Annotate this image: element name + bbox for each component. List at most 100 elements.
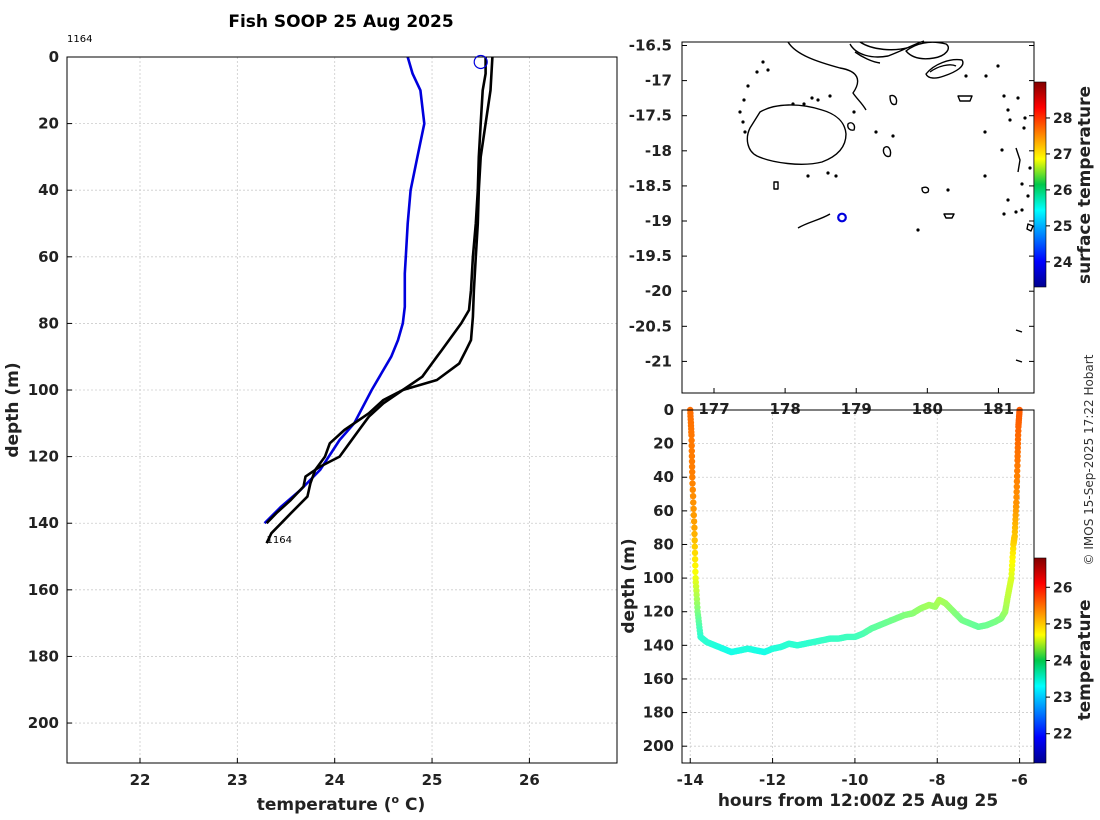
track-x-ticks: -14 -12 -10 -8 -6	[677, 758, 1028, 789]
profile-y-label: depth (m)	[3, 362, 23, 457]
track-point	[692, 568, 699, 575]
map-y-tick-label: -19.5	[629, 247, 672, 265]
track-point	[689, 480, 696, 487]
profile-y-tick-label: 100	[28, 381, 59, 399]
map-y-tick-label: -16.5	[629, 37, 672, 55]
surface-colorbar-label: surface temperature	[1075, 86, 1095, 284]
profile-y-tick-label: 160	[28, 581, 59, 599]
track-x-tick-label: -14	[677, 771, 704, 789]
track-point	[1013, 483, 1020, 490]
track-point	[691, 543, 698, 550]
profile-annotations: 1164 1164	[67, 34, 488, 546]
profile-start-marker	[473, 54, 488, 70]
map-islet	[826, 171, 830, 175]
map-islet	[1020, 208, 1024, 212]
track-x-label: hours from 12:00Z 25 Aug 25	[718, 791, 998, 811]
island-i	[957, 95, 973, 102]
map-islet	[1028, 166, 1032, 170]
map-islet	[1020, 182, 1024, 186]
profile-y-tick-label: 60	[38, 248, 59, 266]
map-x-tick-label: 179	[841, 400, 872, 418]
track-point	[688, 432, 695, 439]
profile-panel: Fish SOOP 25 Aug 2025 22 23 24 25 26 0 20 40 60…	[3, 12, 618, 815]
surface-colorbar-tick-label: 26	[1053, 183, 1072, 199]
viti-levu-island	[746, 104, 847, 165]
track-y-tick-label: 20	[653, 435, 674, 453]
map-islet	[1016, 96, 1020, 100]
temperature-colorbar-label: temperature	[1075, 599, 1095, 720]
map-islet	[1022, 126, 1026, 130]
track-point	[1013, 499, 1020, 506]
map-islet	[984, 74, 988, 78]
surface-colorbar-tick-label: 28	[1053, 111, 1072, 127]
island-e	[929, 64, 957, 73]
track-point	[688, 437, 695, 444]
map-islet	[816, 98, 820, 102]
temperature-colorbar-tick-label: 22	[1053, 727, 1072, 743]
island-l	[773, 181, 779, 190]
map-x-tick-label: 180	[912, 400, 943, 418]
track-point	[690, 511, 697, 519]
profile-y-ticks: 0 20 40 60 80 100 120 140 160 180 200	[28, 48, 72, 732]
track-point	[690, 499, 697, 506]
island-k	[847, 122, 856, 131]
track-point	[691, 549, 699, 557]
island-d	[925, 58, 964, 79]
profile-x-tick-label: 23	[227, 771, 248, 789]
koro-island	[882, 146, 892, 158]
surface-colorbar-ticks: 24 25 26 27 28	[1046, 111, 1073, 271]
map-islet	[1014, 210, 1018, 214]
map-islet	[738, 110, 742, 114]
map-islet	[891, 134, 895, 138]
map-islet	[828, 94, 832, 98]
track-x-tick-label: -6	[1011, 771, 1028, 789]
map-y-tick-label: -20	[645, 282, 672, 300]
track-point	[691, 537, 698, 544]
track-point	[688, 453, 696, 460]
profile-axes-box	[66, 56, 618, 764]
surface-colorbar-tick-label: 27	[1053, 147, 1072, 163]
map-islet	[852, 110, 856, 114]
map-islet	[742, 98, 746, 102]
map-islet	[1023, 116, 1027, 120]
island-j	[921, 186, 930, 194]
map-islet	[1002, 212, 1006, 216]
profile-y-tick-label: 20	[38, 115, 59, 133]
map-islet	[1006, 108, 1010, 112]
island-m	[943, 213, 955, 219]
map-y-tick-label: -19	[645, 212, 672, 230]
map-x-tick-label: 177	[698, 400, 729, 418]
map-y-ticks: -16.5 -17 -17.5 -18 -18.5 -19 -19.5 -20 -20.5 -21	[629, 37, 1034, 370]
track-point	[1014, 462, 1021, 469]
map-islet	[766, 68, 770, 72]
map-islet	[964, 74, 968, 78]
map-islet	[1008, 118, 1012, 122]
profile-id-annotation: 1164	[267, 535, 292, 546]
map-islet	[1006, 198, 1010, 202]
map-position-marker	[837, 212, 847, 223]
profile-x-tick-label: 24	[324, 771, 345, 789]
track-y-tick-label: 200	[643, 737, 674, 755]
track-y-ticks: 0 20 40 60 80 100 120 140 160 180 200	[643, 401, 687, 755]
profile-y-tick-label: 0	[49, 48, 59, 66]
track-y-tick-label: 80	[653, 535, 674, 553]
track-y-tick-label: 120	[643, 603, 674, 621]
profile-y-tick-label: 80	[38, 314, 59, 332]
track-point	[688, 442, 695, 449]
map-islet	[741, 120, 745, 124]
vanua-levu-island	[787, 40, 925, 111]
island-n	[1015, 147, 1021, 173]
map-islet	[755, 70, 759, 74]
track-x-tick-label: -10	[841, 771, 868, 789]
track-point	[1013, 478, 1021, 485]
map-ship-position-marker	[837, 212, 847, 223]
profile-y-tick-label: 120	[28, 448, 59, 466]
profile-y-tick-label: 140	[28, 514, 59, 532]
map-y-tick-label: -18.5	[629, 177, 672, 195]
track-point	[689, 486, 696, 493]
profile-x-tick-label: 26	[519, 771, 540, 789]
track-y-tick-label: 0	[664, 401, 674, 419]
profile-x-ticks: 22 23 24 25 26	[130, 758, 540, 789]
observed-upcast-line	[265, 57, 487, 525]
